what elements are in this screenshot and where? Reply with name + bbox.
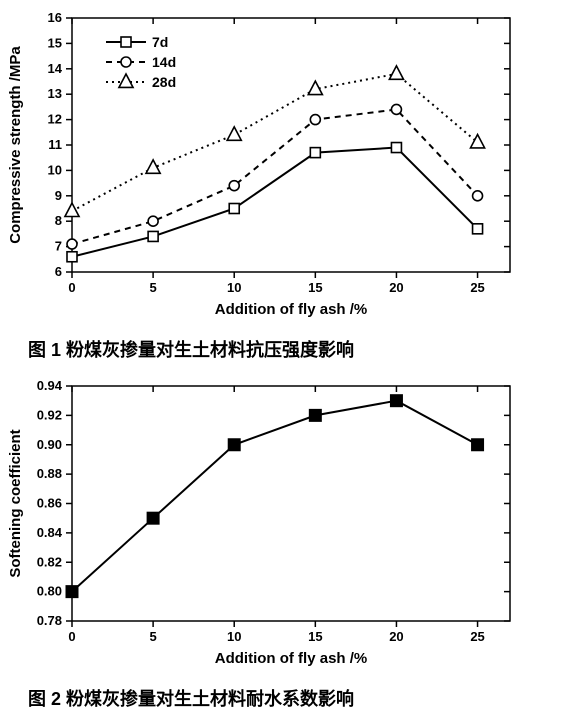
x-tick-label: 20 xyxy=(389,629,403,644)
x-axis-label: Addition of fly ash /% xyxy=(215,650,368,667)
y-tick-label: 0.90 xyxy=(37,437,62,452)
y-tick-label: 0.94 xyxy=(37,378,63,393)
chart-1-container: 0 5 10 15 20 25 6 7 8 9 10 11 12 13 14 15 16 Addition of … xyxy=(0,0,574,330)
x-tick-label: 10 xyxy=(227,629,241,644)
y-tick-label: 10 xyxy=(48,162,62,177)
caption-1: 图 1 粉煤灰掺量对生土材料抗压强度影响 xyxy=(0,336,574,362)
x-tick-label: 15 xyxy=(308,629,322,644)
legend-label: 14d xyxy=(152,54,176,70)
y-tick-label: 15 xyxy=(48,35,62,50)
x-tick-label: 15 xyxy=(308,280,322,295)
caption-2: 图 2 粉煤灰掺量对生土材料耐水系数影响 xyxy=(0,685,574,711)
y-tick-label: 7 xyxy=(55,239,62,254)
y-tick-label: 16 xyxy=(48,10,62,25)
y-tick-label: 13 xyxy=(48,86,62,101)
legend-label: 28d xyxy=(152,74,176,90)
y-tick-label: 0.84 xyxy=(37,525,63,540)
y-tick-label: 6 xyxy=(55,264,62,279)
y-tick-label: 14 xyxy=(48,61,63,76)
plot-area xyxy=(72,18,510,272)
y-tick-label: 0.92 xyxy=(37,407,62,422)
y-tick-label: 0.82 xyxy=(37,554,62,569)
x-tick-label: 5 xyxy=(149,280,156,295)
y-tick-label: 0.86 xyxy=(37,496,62,511)
y-tick-label: 0.80 xyxy=(37,584,62,599)
softening-coefficient-chart: 0 5 10 15 20 25 0.78 0.80 0.82 0.84 0.86 0.88 0.90 0.… xyxy=(0,374,540,679)
y-tick-label: 0.78 xyxy=(37,613,62,628)
y-tick-label: 0.88 xyxy=(37,466,62,481)
plot-area xyxy=(72,386,510,621)
y-axis-label: Softening coefficient xyxy=(7,429,24,577)
compressive-strength-chart: 0 5 10 15 20 25 6 7 8 9 10 11 12 13 14 15 16 Addition of … xyxy=(0,0,540,330)
y-tick-label: 9 xyxy=(55,188,62,203)
x-tick-label: 25 xyxy=(470,629,484,644)
y-tick-label: 11 xyxy=(48,137,62,152)
x-axis-label: Addition of fly ash /% xyxy=(215,301,368,318)
x-tick-label: 10 xyxy=(227,280,241,295)
x-tick-label: 0 xyxy=(68,280,75,295)
chart-2-container: 0 5 10 15 20 25 0.78 0.80 0.82 0.84 0.86 0.88 0.90 0.… xyxy=(0,374,574,679)
x-tick-label: 25 xyxy=(470,280,484,295)
y-tick-label: 12 xyxy=(48,112,62,127)
x-tick-label: 0 xyxy=(68,629,75,644)
y-tick-label: 8 xyxy=(55,213,62,228)
x-tick-label: 5 xyxy=(149,629,156,644)
y-axis-label: Compressive strength /MPa xyxy=(7,46,24,244)
legend-label: 7d xyxy=(152,34,168,50)
x-tick-label: 20 xyxy=(389,280,403,295)
